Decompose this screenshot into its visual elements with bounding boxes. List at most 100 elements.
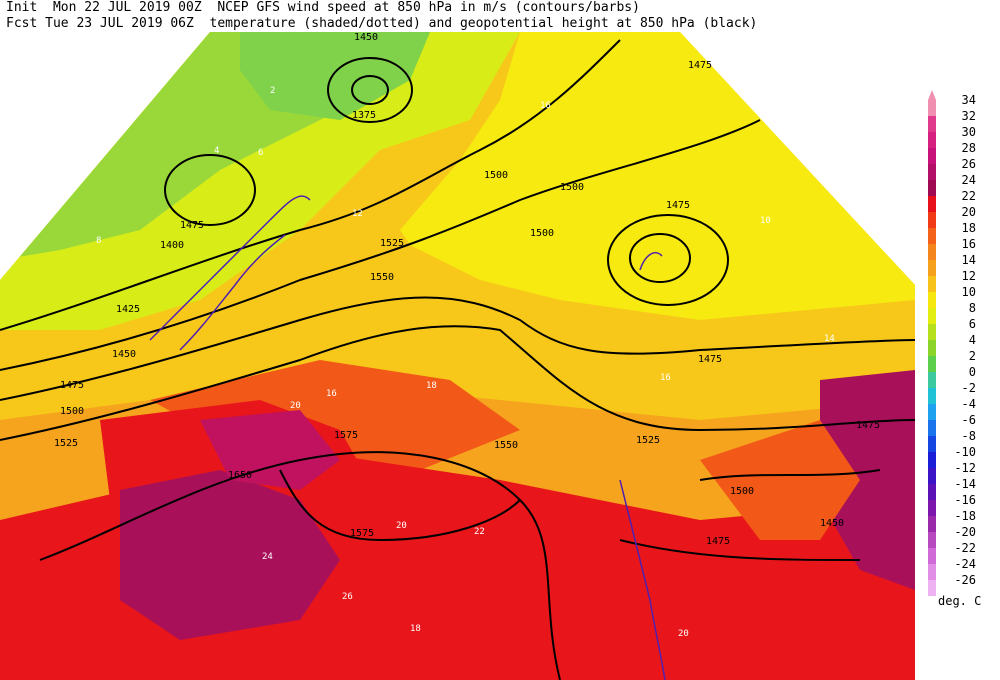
colorbar-swatch [928,372,936,388]
colorbar-tick-label: 10 [962,285,976,299]
wind-label: 20 [290,401,301,411]
colorbar-tick-label: -4 [962,397,976,411]
height-label: 1375 [352,110,376,121]
height-label: 1475 [688,60,712,71]
colorbar-swatch [928,500,936,516]
colorbar-tick-label: 18 [962,221,976,235]
colorbar-tick-label: -2 [962,381,976,395]
wind-label: 16 [660,373,671,383]
colorbar-units: deg. C [938,594,982,608]
colorbar-swatch [928,244,936,260]
coastlines [149,195,666,680]
colorbar-tick-label: 16 [962,237,976,251]
colorbar-tick-label: -18 [954,509,976,523]
height-label: 1475 [856,420,880,431]
colorbar-tick-label: 30 [962,125,976,139]
colorbar-swatch [928,148,936,164]
colorbar-tick-label: 32 [962,109,976,123]
height-label: 1575 [350,528,374,539]
height-labels: 1450 1475 1375 1475 1400 1425 1450 1475 … [54,32,880,547]
colorbar-top-arrow [928,90,936,100]
colorbar-swatch [928,452,936,468]
height-label: 1500 [560,182,584,193]
height-label: 1525 [54,438,78,449]
wind-label: 26 [342,592,353,602]
colorbar-swatch [928,212,936,228]
height-label: 1650 [228,470,252,481]
height-label: 1425 [116,304,140,315]
wind-label: 20 [678,629,689,639]
colorbar-tick-label: 0 [969,365,976,379]
wind-label: 8 [96,236,101,246]
colorbar-tick-label: 8 [969,301,976,315]
wind-label: 18 [410,624,421,634]
colorbar-swatch [928,548,936,564]
colorbar-swatch [928,436,936,452]
colorbar-tick-label: -8 [962,429,976,443]
height-label: 1475 [180,220,204,231]
height-label: 1550 [370,272,394,283]
wind-label: 2 [270,86,275,96]
colorbar-swatch [928,532,936,548]
header-init-line: Init Mon 22 JUL 2019 00Z NCEP GFS wind s… [6,0,640,15]
colorbar-tick-label: 28 [962,141,976,155]
wind-label: 16 [540,101,551,111]
colorbar-tick-label: 4 [969,333,976,347]
wind-label: 12 [352,209,363,219]
wind-label: 20 [396,521,407,531]
wind-label: 14 [824,334,835,344]
height-label: 1400 [160,240,184,251]
colorbar-tick-label: -10 [954,445,976,459]
colorbar-tick-label: 2 [969,349,976,363]
colorbar-tick-label: 6 [969,317,976,331]
height-label: 1500 [60,406,84,417]
colorbar-swatch [928,484,936,500]
height-label: 1475 [666,200,690,211]
colorbar-tick-label: -20 [954,525,976,539]
colorbar-swatch [928,308,936,324]
colorbar-swatch [928,292,936,308]
colorbar-tick-label: 26 [962,157,976,171]
colorbar-swatch [928,116,936,132]
colorbar-tick-label: -26 [954,573,976,587]
temperature-colorbar: 3432302826242220181614121086420-2-4-6-8-… [928,90,976,596]
colorbar-swatch [928,580,936,596]
weather-map: 1450 1475 1375 1475 1400 1425 1450 1475 … [0,32,915,680]
colorbar-tick-label: 34 [962,93,976,107]
height-label: 1575 [334,430,358,441]
colorbar-tick-label: -16 [954,493,976,507]
height-label: 1475 [60,380,84,391]
colorbar-tick-label: -6 [962,413,976,427]
wind-label: 10 [760,216,771,226]
colorbar-swatch [928,468,936,484]
height-label: 1450 [820,518,844,529]
colorbar-swatch [928,196,936,212]
height-label: 1550 [494,440,518,451]
height-label: 1525 [636,435,660,446]
colorbar-tick-label: -22 [954,541,976,555]
height-label: 1450 [112,349,136,360]
colorbar-swatch [928,340,936,356]
wind-label: 4 [214,146,219,156]
colorbar-swatch [928,324,936,340]
colorbar-swatch [928,260,936,276]
colorbar-swatch [928,388,936,404]
wind-label: 16 [326,389,337,399]
wind-label: 22 [474,527,485,537]
colorbar-swatch [928,276,936,292]
colorbar-swatch [928,564,936,580]
colorbar-swatch [928,180,936,196]
height-label: 1525 [380,238,404,249]
colorbar-tick-label: 12 [962,269,976,283]
colorbar-tick-label: 24 [962,173,976,187]
wind-label: 24 [262,552,273,562]
height-label: 1500 [484,170,508,181]
temperature-shading [0,32,915,680]
height-label: 1475 [706,536,730,547]
header-forecast-line: Fcst Tue 23 JUL 2019 06Z temperature (sh… [6,16,758,31]
wind-label: 18 [426,381,437,391]
colorbar-swatch [928,404,936,420]
height-label: 1500 [530,228,554,239]
colorbar-swatch [928,356,936,372]
colorbar-swatch [928,132,936,148]
